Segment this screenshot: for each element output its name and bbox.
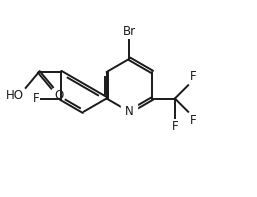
Text: F: F [32, 92, 39, 105]
Text: HO: HO [6, 89, 24, 102]
Text: Br: Br [123, 25, 136, 38]
Text: F: F [190, 113, 197, 126]
Text: N: N [125, 105, 134, 118]
Text: F: F [172, 120, 178, 133]
Text: O: O [54, 89, 63, 102]
Text: F: F [190, 71, 197, 84]
